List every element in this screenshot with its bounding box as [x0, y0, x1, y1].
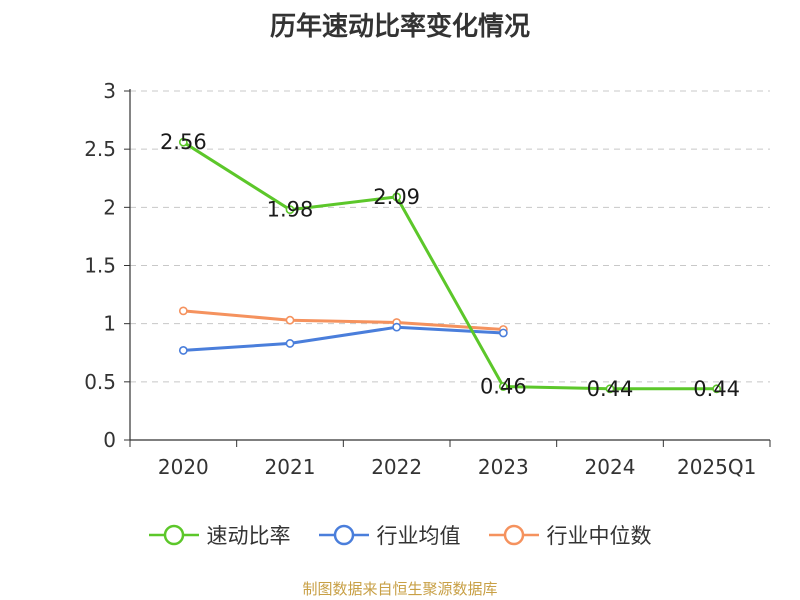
data-point — [605, 384, 615, 394]
grid-layer — [130, 90, 770, 383]
legend-swatch-quick-ratio — [148, 524, 199, 546]
data-point — [285, 339, 295, 348]
y-tick-label: 2.5 — [84, 137, 116, 161]
x-tick-label: 2021 — [265, 455, 316, 479]
data-label: 0.46 — [480, 374, 527, 398]
data-label: 0.44 — [693, 377, 740, 401]
series-line — [183, 325, 504, 352]
data-point — [712, 384, 722, 394]
data-point — [498, 382, 508, 391]
legend-swatch-industry-mean — [318, 524, 369, 546]
x-tick-label: 2023 — [478, 455, 529, 479]
x-tick-label: 2022 — [371, 455, 422, 479]
legend-label-industry-median: 行业中位数 — [546, 524, 652, 548]
chart-title: 历年速动比率变化情况 — [269, 12, 530, 42]
legend-label-quick-ratio: 速动比率 — [206, 524, 291, 548]
data-point — [178, 137, 188, 147]
data-point — [285, 205, 295, 215]
data-point — [178, 306, 188, 316]
x-tick-label: 2020 — [158, 455, 209, 479]
source-note: 制图数据来自恒生聚源数据库 — [302, 580, 498, 598]
x-tick-label: 2025Q1 — [677, 455, 756, 479]
x-tick-label: 2024 — [585, 455, 636, 479]
data-label: 2.56 — [160, 130, 207, 154]
y-tick-label: 2 — [103, 195, 116, 219]
y-tick-label: 0 — [103, 428, 116, 452]
legend-item-industry-median[interactable]: 行业中位数 — [488, 520, 652, 550]
data-label: 0.44 — [587, 377, 634, 401]
legend-item-industry-mean[interactable]: 行业均值 — [318, 520, 461, 550]
label-layer: 2.56 1.98 2.09 0.46 0.44 0.44 — [160, 130, 740, 401]
legend: 速动比率 行业均值 行业中位数 — [0, 520, 800, 550]
y-tick-label: 1.5 — [84, 254, 116, 278]
series-layer — [178, 137, 722, 394]
legend-item-quick-ratio[interactable]: 速动比率 — [148, 520, 291, 550]
data-point — [392, 192, 402, 202]
y-tick-label: 0.5 — [84, 370, 116, 394]
data-label: 2.09 — [373, 185, 420, 209]
data-point — [498, 328, 508, 338]
legend-swatch-industry-median — [488, 524, 539, 546]
legend-label-industry-mean: 行业均值 — [376, 524, 461, 548]
data-point — [392, 322, 402, 332]
series-line — [183, 309, 504, 331]
y-tick-label: 3 — [103, 79, 116, 103]
series-line — [182, 140, 717, 391]
y-tick-label: 1 — [103, 312, 116, 336]
data-point — [285, 315, 295, 325]
axis-layer: 0 0.5 1 1.5 2 2.5 3 2020 2021 2022 2023 2024 2025Q1 — [84, 79, 771, 479]
data-point — [178, 346, 188, 355]
data-label: 1.98 — [267, 198, 314, 222]
